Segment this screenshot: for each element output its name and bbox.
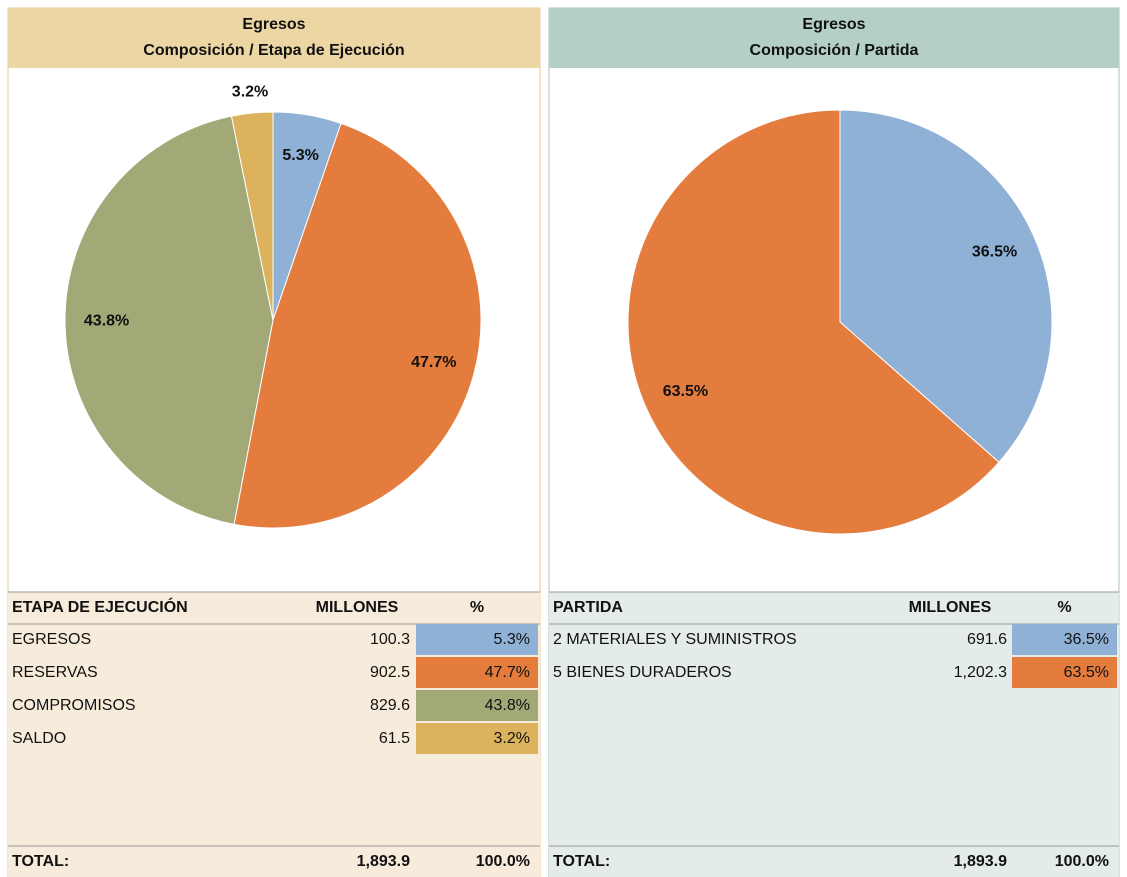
row-amount: 691.6 [967, 631, 1007, 648]
panel-header [549, 8, 1119, 68]
total-amount: 1,893.9 [954, 853, 1007, 870]
chart-subtitle: Composición / Partida [750, 42, 919, 59]
pct-cell [416, 624, 538, 655]
row-amount: 100.3 [370, 631, 410, 648]
pct-cell [1012, 624, 1117, 655]
pie-slice [64, 115, 274, 525]
row-percent: 3.2% [494, 730, 530, 747]
row-percent: 47.7% [485, 664, 530, 681]
slice-label: 43.8% [84, 312, 129, 329]
total-label: TOTAL: [12, 853, 69, 870]
pie-slice [230, 111, 274, 321]
total-percent: 100.0% [476, 853, 530, 870]
row-amount: 829.6 [370, 697, 410, 714]
row-label: RESERVAS [12, 664, 98, 681]
row-amount: 61.5 [379, 730, 410, 747]
table-header: ETAPA DE EJECUCIÓN [12, 597, 188, 616]
row-percent: 5.3% [494, 631, 530, 648]
row-amount: 1,202.3 [954, 664, 1007, 681]
panel-header [8, 8, 540, 68]
total-label: TOTAL: [553, 853, 610, 870]
row-percent: 63.5% [1064, 664, 1109, 681]
pct-cell [416, 690, 538, 721]
row-label: COMPROMISOS [12, 697, 136, 714]
pie-slice [233, 122, 482, 529]
chart-subtitle: Composición / Etapa de Ejecución [143, 42, 404, 59]
chart-title: Egresos [242, 16, 305, 33]
table-header: MILLONES [316, 599, 399, 616]
table-header: PARTIDA [553, 599, 623, 616]
pie-slice [627, 109, 1000, 535]
row-label: SALDO [12, 730, 66, 747]
slice-label: 3.2% [232, 84, 268, 101]
pct-cell [1012, 657, 1117, 688]
slice-label: 5.3% [282, 147, 318, 164]
pct-cell [416, 723, 538, 754]
pie-slice [839, 109, 1053, 463]
chart-title: Egresos [802, 16, 865, 33]
row-percent: 43.8% [485, 697, 530, 714]
row-amount: 902.5 [370, 664, 410, 681]
total-percent: 100.0% [1055, 853, 1109, 870]
pct-cell [416, 657, 538, 688]
table-header: MILLONES [909, 599, 992, 616]
slice-label: 63.5% [663, 383, 708, 400]
row-percent: 36.5% [1064, 631, 1109, 648]
slice-label: 47.7% [411, 354, 456, 371]
total-amount: 1,893.9 [357, 853, 410, 870]
slice-label: 36.5% [972, 243, 1017, 260]
row-label: EGRESOS [12, 631, 91, 648]
table-header: % [470, 599, 484, 616]
row-label: 2 MATERIALES Y SUMINISTROS [553, 631, 797, 648]
row-label: 5 BIENES DURADEROS [553, 664, 732, 681]
table-header: % [1057, 599, 1071, 616]
